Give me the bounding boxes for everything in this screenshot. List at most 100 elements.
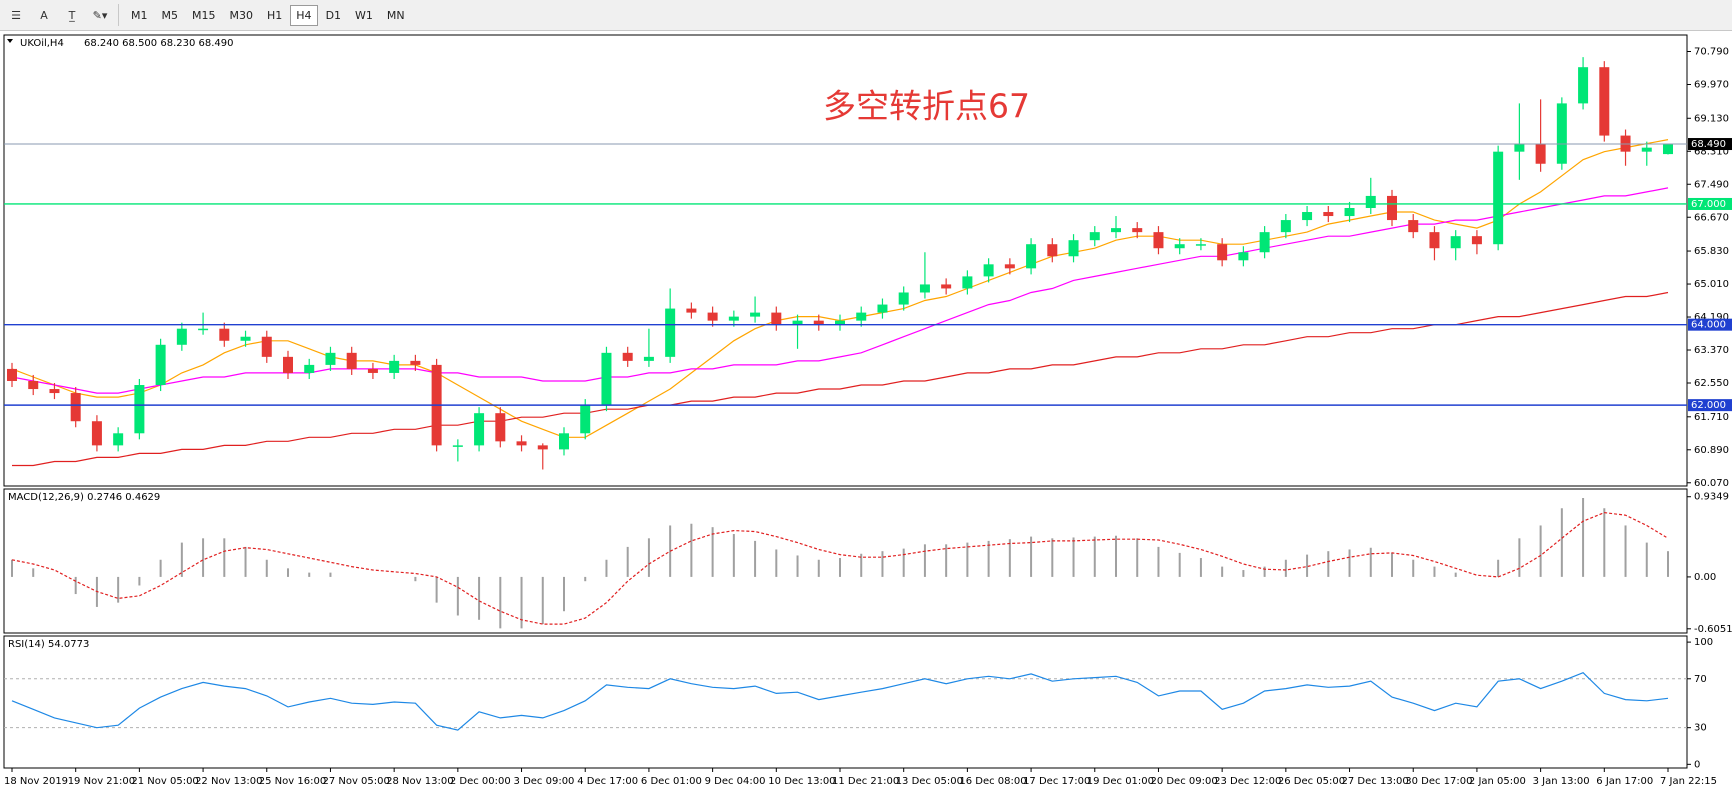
y-tick-label: 62.550	[1694, 378, 1729, 389]
candle-body	[559, 433, 569, 450]
candle-body	[941, 284, 952, 289]
y-tick-label: 60.890	[1694, 445, 1729, 456]
candle-body	[1047, 244, 1058, 257]
candle-body	[622, 352, 633, 361]
candle-body	[750, 312, 761, 317]
candle-body	[1641, 147, 1652, 152]
x-tick-label: 17 Dec 17:00	[1023, 776, 1090, 787]
candle-body	[1217, 244, 1228, 261]
candle-body	[155, 344, 166, 386]
level-label: 62.000	[1691, 400, 1726, 411]
candle-body	[367, 368, 378, 373]
x-tick-label: 6 Dec 01:00	[641, 776, 702, 787]
label-tool[interactable]: T̲	[68, 8, 76, 22]
objects-tool[interactable]: ✎▾	[92, 8, 108, 22]
collapse-arrow	[7, 39, 13, 43]
candle-body	[580, 405, 591, 434]
candle-body	[1132, 228, 1143, 233]
level-label: 67.000	[1691, 199, 1726, 210]
candle-body	[1450, 236, 1461, 249]
y-tick-label: 67.490	[1694, 179, 1729, 190]
candle-body	[686, 308, 697, 313]
y-tick-label: 65.010	[1694, 279, 1729, 290]
x-tick-label: 13 Dec 05:00	[896, 776, 963, 787]
y-tick-label: 60.070	[1694, 478, 1729, 489]
candle-body	[1344, 207, 1355, 217]
x-tick-label: 19 Dec 01:00	[1087, 776, 1154, 787]
y-tick-label: 64.190	[1694, 312, 1729, 323]
timeframe-button[interactable]: D1	[325, 8, 342, 22]
candle-body	[1535, 143, 1546, 164]
panel-title: RSI(14) 54.0773	[8, 639, 89, 650]
x-tick-label: 26 Dec 05:00	[1278, 776, 1345, 787]
candle-body	[962, 276, 973, 289]
candle-body	[707, 312, 718, 321]
candle-body	[1280, 220, 1291, 233]
candle-body	[835, 320, 845, 325]
chart: 60.070 60.890 61.710 62.550 63.370 64.190 65.0…	[3, 34, 1732, 787]
x-tick-label: 3 Jan 13:00	[1533, 776, 1590, 787]
x-tick-label: 11 Dec 21:00	[832, 776, 899, 787]
x-tick-label: 28 Nov 13:00	[386, 776, 453, 787]
candle-body	[346, 352, 357, 369]
y-tick-label: 68.310	[1694, 146, 1729, 157]
x-tick-label: 23 Dec 12:00	[1214, 776, 1281, 787]
x-tick-label: 2 Jan 05:00	[1469, 776, 1526, 787]
x-tick-label: 22 Nov 13:00	[195, 776, 262, 787]
candle-body	[1514, 143, 1525, 152]
x-tick-label: 6 Jan 17:00	[1596, 776, 1653, 787]
candle-body	[452, 445, 463, 447]
y-tick-label: 70	[1694, 674, 1707, 685]
candle-body	[1323, 212, 1334, 217]
x-tick-label: 30 Dec 17:00	[1405, 776, 1472, 787]
candle-body	[1493, 151, 1504, 245]
timeframe-button[interactable]: W1	[355, 8, 373, 22]
candle-body	[240, 336, 251, 341]
rsi-line	[11, 671, 1669, 731]
x-tick-label: 25 Nov 16:00	[259, 776, 326, 787]
candle-body	[1302, 212, 1313, 221]
timeframe-button[interactable]: H1	[267, 8, 283, 22]
candle-body	[410, 360, 421, 365]
timeframe-button[interactable]: M5	[161, 8, 179, 22]
candle-body	[771, 312, 782, 325]
x-tick-label: 2 Dec 00:00	[450, 776, 511, 787]
candle-body	[1089, 232, 1100, 241]
menu-tool[interactable]: ☰	[11, 8, 21, 22]
x-tick-label: 27 Nov 05:00	[322, 776, 389, 787]
candle-body	[91, 421, 102, 446]
timeframe-button[interactable]: M15	[192, 8, 216, 22]
candle-body	[7, 368, 17, 381]
candle-body	[898, 292, 909, 305]
last-price-tag	[1688, 138, 1732, 151]
level-tag	[1688, 318, 1732, 331]
candle-body	[474, 413, 485, 446]
candle-body	[856, 312, 867, 321]
timeframes: M1 M5 M15 M30 H1 H4 D1 W1 MN	[125, 4, 413, 26]
timeframe-button[interactable]: H4	[290, 4, 318, 26]
timeframe-button[interactable]: M30	[229, 8, 254, 22]
y-tick-label: 65.830	[1694, 246, 1729, 257]
candle-body	[1068, 240, 1079, 257]
x-tick-label: 20 Dec 09:00	[1150, 776, 1217, 787]
candle-body	[1195, 244, 1206, 246]
y-tick-label: 69.130	[1694, 113, 1729, 124]
timeframe-button[interactable]: MN	[386, 8, 405, 22]
level-tag	[1688, 399, 1732, 412]
toolbar: ☰ A T̲ ✎▾ M1 M5 M15 M30 H1 H4 D1 W1 MN	[0, 0, 1732, 31]
moving-average	[12, 291, 1669, 467]
text-tool[interactable]: A	[40, 8, 48, 22]
x-tick-label: 18 Nov 2019	[4, 776, 68, 787]
candle-body	[113, 433, 124, 446]
chart-subtitle: 68.240 68.500 68.230 68.490	[84, 38, 234, 49]
candle-body	[261, 336, 272, 357]
panel-frame	[3, 488, 1688, 634]
candle-body	[198, 328, 209, 331]
candle-body	[1238, 252, 1249, 261]
x-tick-label: 7 Jan 22:15	[1660, 776, 1717, 787]
timeframe-button[interactable]: M1	[131, 8, 148, 22]
y-tick-label: 30	[1694, 723, 1707, 734]
candle-body	[1663, 144, 1673, 155]
panel-title: UKOil,H4	[20, 38, 64, 49]
candle-body	[304, 364, 315, 373]
